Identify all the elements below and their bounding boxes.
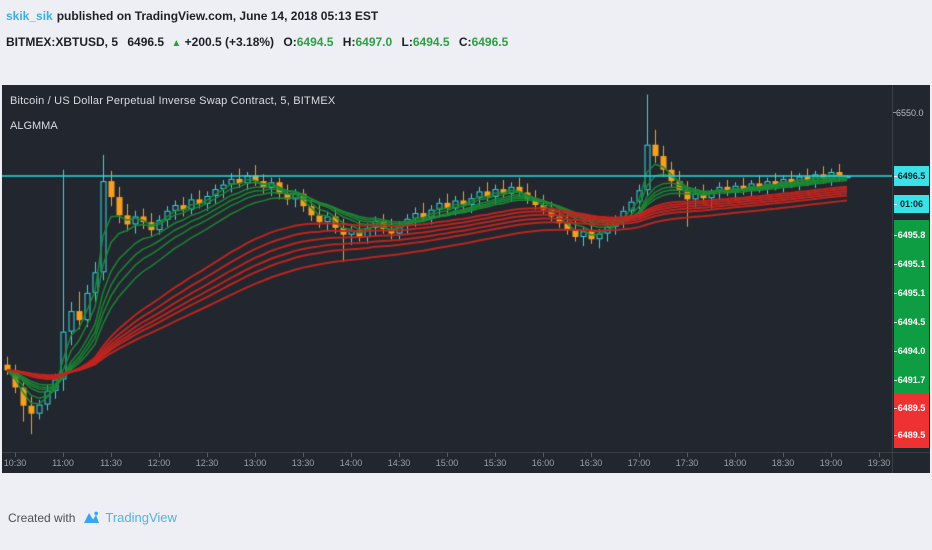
time-axis-label: 18:00 (723, 458, 747, 468)
time-axis-label: 10:30 (3, 458, 27, 468)
author-link[interactable]: skik_sik (6, 9, 53, 23)
axis-tick (893, 112, 896, 113)
time-axis-label: 11:00 (52, 458, 74, 468)
time-axis-tick (639, 453, 640, 457)
time-axis-tick (447, 453, 448, 457)
time-axis-label: 12:00 (147, 458, 171, 468)
time-axis-tick (495, 453, 496, 457)
time-axis-tick (687, 453, 688, 457)
time-axis-tick (207, 453, 208, 457)
close-value: 6496.5 (471, 35, 509, 49)
change-up-arrow-icon: ▲ (171, 38, 182, 49)
time-axis[interactable]: 10:30 11:00 11:30 12:00 12:30 13:00 13:30 14:00… (2, 452, 893, 473)
chart-panel: Bitcoin / US Dollar Perpetual Inverse Sw… (2, 85, 930, 473)
ma-value-label-red: 6489.5 (894, 421, 929, 448)
ma-value-label-green: 6495.1 (894, 278, 929, 307)
price-axis[interactable]: 6550.0 6496.5 01:06 6495.8 6495.1 6495.1 6494.… (892, 85, 930, 472)
low-value: 6494.5 (412, 35, 450, 49)
time-axis-tick (111, 453, 112, 457)
change-value: +200.5 (+3.18%) (184, 35, 275, 49)
tradingview-logo-icon (84, 511, 100, 523)
published-text: published on TradingView.com, June 14, 2… (56, 9, 379, 23)
symbol-ohlc-line: BITMEX:XBTUSD, 5 6496.5 ▲ +200.5 (+3.18%… (6, 32, 926, 54)
time-axis-tick (351, 453, 352, 457)
ma-value-label-green: 6494.0 (894, 336, 929, 365)
time-axis-label: 13:00 (243, 458, 267, 468)
axis-corner (892, 452, 930, 473)
snapshot-header: skik_sik published on TradingView.com, Ju… (6, 6, 926, 54)
ma-value-label-green: 6494.5 (894, 307, 929, 336)
time-axis-tick (255, 453, 256, 457)
time-axis-label: 11:30 (100, 458, 122, 468)
time-axis-label: 14:00 (339, 458, 363, 468)
time-axis-tick (63, 453, 64, 457)
ma-value-label-green: 6495.1 (894, 249, 929, 278)
ma-value-label-red: 6489.5 (894, 394, 929, 421)
time-axis-label: 16:30 (579, 458, 603, 468)
ma-value-label-green: 6495.8 (894, 220, 929, 249)
time-axis-tick (879, 453, 880, 457)
symbol-interval-label: BITMEX:XBTUSD, 5 (6, 35, 119, 49)
price-chart-canvas[interactable] (2, 85, 893, 452)
time-axis-tick (543, 453, 544, 457)
open-label: O: (283, 35, 297, 49)
time-axis-label: 17:30 (675, 458, 699, 468)
ma-value-label-green: 6491.7 (894, 365, 929, 394)
time-axis-tick (591, 453, 592, 457)
time-axis-label: 19:00 (819, 458, 843, 468)
time-axis-label: 16:00 (531, 458, 555, 468)
close-label: C: (458, 35, 472, 49)
time-axis-tick (831, 453, 832, 457)
time-axis-label: 18:30 (771, 458, 795, 468)
snapshot-footer: Created with TradingView (8, 510, 177, 525)
tradingview-brand-link[interactable]: TradingView (105, 510, 177, 525)
bar-countdown-label: 01:06 (894, 195, 929, 213)
high-value: 6497.0 (355, 35, 393, 49)
time-axis-label: 19:30 (867, 458, 891, 468)
high-label: H: (342, 35, 356, 49)
current-price-label: 6496.5 (894, 166, 929, 186)
time-axis-tick (735, 453, 736, 457)
time-axis-label: 15:30 (483, 458, 507, 468)
time-axis-tick (15, 453, 16, 457)
time-axis-label: 14:30 (387, 458, 411, 468)
time-axis-label: 13:30 (291, 458, 315, 468)
time-axis-tick (159, 453, 160, 457)
time-axis-tick (303, 453, 304, 457)
time-axis-label: 17:00 (627, 458, 651, 468)
time-axis-tick (783, 453, 784, 457)
open-value: 6494.5 (296, 35, 334, 49)
last-price-value: 6496.5 (127, 35, 165, 49)
time-axis-label: 15:00 (435, 458, 459, 468)
low-label: L: (401, 35, 413, 49)
publish-line: skik_sik published on TradingView.com, Ju… (6, 6, 926, 26)
time-axis-tick (399, 453, 400, 457)
created-with-text: Created with (8, 510, 76, 525)
time-axis-label: 12:30 (195, 458, 219, 468)
price-axis-level-label: 6550.0 (896, 108, 924, 118)
